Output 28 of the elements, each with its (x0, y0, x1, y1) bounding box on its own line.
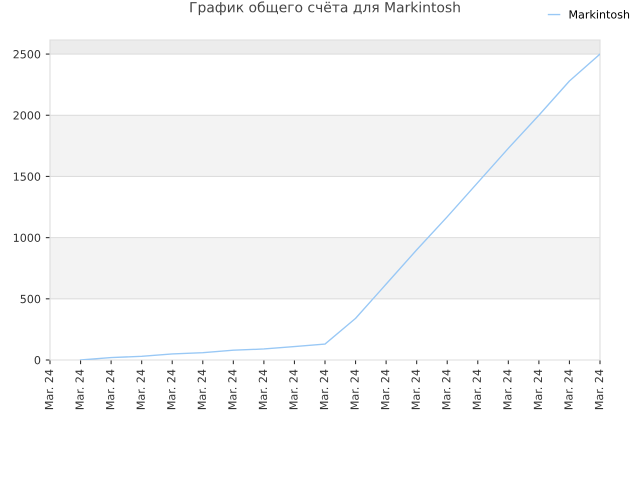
x-tick-label: Mar. 24 (106, 370, 114, 410)
x-tick-label: Mar. 24 (350, 370, 359, 410)
y-tick-label: 0 (34, 356, 40, 364)
x-tick-label: Mar. 24 (380, 370, 390, 410)
x-tick-label: Mar. 24 (564, 370, 573, 410)
y-tick-label: 1000 (14, 234, 40, 242)
x-tick-label: Mar. 24 (472, 370, 481, 410)
y-tick-label: 500 (20, 294, 40, 304)
y-tick-label: 2500 (14, 50, 40, 58)
x-tick-label: Mar. 24 (198, 370, 206, 410)
x-tick-label: Mar. 24 (503, 370, 512, 410)
x-tick-label: Mar. 24 (228, 370, 237, 410)
y-tick-label: 1500 (14, 172, 40, 181)
x-tick-label: Mar. 24 (289, 370, 298, 410)
legend-label: Markintosh (570, 10, 630, 19)
x-tick-label: Mar. 24 (320, 370, 328, 410)
line-series (80, 53, 600, 360)
x-tick-label: Mar. 24 (258, 370, 268, 410)
x-tick-label: Mar. 24 (534, 370, 542, 410)
x-tick-label: Mar. 24 (594, 370, 604, 410)
x-tick-label: Mar. 24 (411, 370, 420, 410)
x-tick-label: Mar. 24 (75, 370, 84, 410)
x-tick-label: Mar. 24 (136, 370, 145, 410)
x-tick-label: Mar. 24 (44, 370, 54, 410)
x-tick-label: Mar. 24 (167, 370, 176, 410)
chart-title: График общего счёта для Markintosh (190, 1, 460, 16)
x-tick-label: Mar. 24 (442, 370, 450, 410)
y-tick-label: 2000 (14, 111, 40, 120)
